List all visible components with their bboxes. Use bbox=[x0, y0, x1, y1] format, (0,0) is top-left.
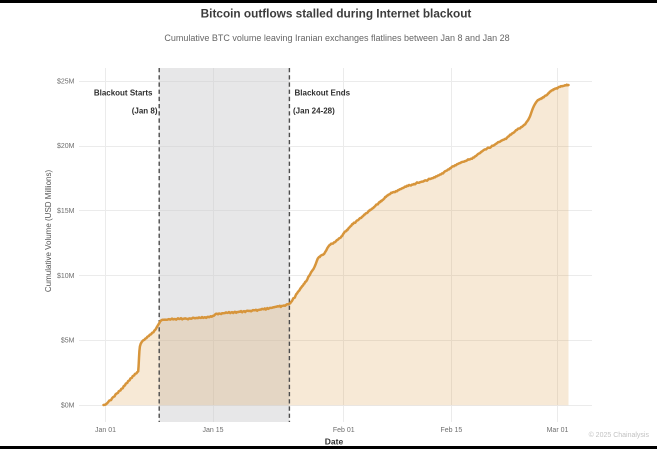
svg-text:Jan 15: Jan 15 bbox=[202, 427, 223, 434]
svg-text:(Jan 8): (Jan 8) bbox=[132, 106, 158, 115]
svg-text:Mar 01: Mar 01 bbox=[547, 427, 569, 434]
svg-text:Feb 01: Feb 01 bbox=[333, 427, 355, 434]
svg-text:Cumulative BTC volume leaving: Cumulative BTC volume leaving Iranian ex… bbox=[164, 33, 509, 43]
svg-text:Jan 01: Jan 01 bbox=[95, 427, 116, 434]
svg-text:Cumulative Volume (USD Million: Cumulative Volume (USD Millions) bbox=[44, 170, 53, 293]
svg-text:$25M: $25M bbox=[57, 78, 75, 85]
svg-text:(Jan 24-28): (Jan 24-28) bbox=[293, 106, 335, 115]
svg-text:Feb 15: Feb 15 bbox=[441, 427, 463, 434]
svg-text:© 2025 Chainalysis: © 2025 Chainalysis bbox=[589, 431, 650, 439]
svg-text:$5M: $5M bbox=[61, 338, 75, 345]
svg-text:Blackout Ends: Blackout Ends bbox=[295, 88, 351, 97]
svg-text:Blackout Starts: Blackout Starts bbox=[94, 88, 153, 97]
svg-text:Bitcoin outflows stalled durin: Bitcoin outflows stalled during Internet… bbox=[201, 7, 472, 21]
svg-text:$20M: $20M bbox=[57, 143, 75, 150]
svg-text:$0M: $0M bbox=[61, 402, 75, 409]
svg-text:$15M: $15M bbox=[57, 208, 75, 215]
svg-text:Date: Date bbox=[325, 437, 344, 447]
svg-text:$10M: $10M bbox=[57, 273, 75, 280]
